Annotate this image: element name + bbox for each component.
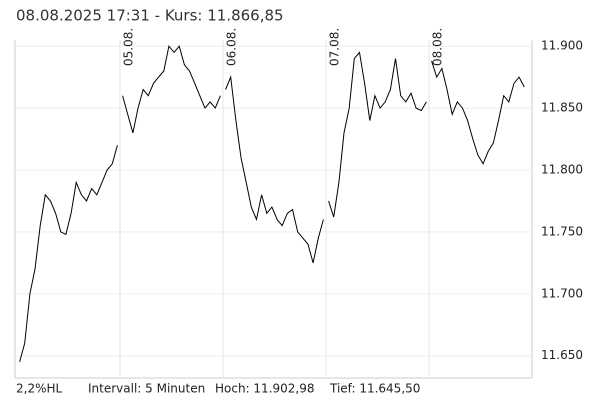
footer-text: Intervall: 5 Minuten <box>88 382 205 396</box>
day-label: 06.08. <box>225 28 239 66</box>
y-tick-label: 11.750 <box>541 224 583 238</box>
day-label: 07.08. <box>328 28 342 66</box>
price-line <box>19 145 118 363</box>
y-tick-label: 11.900 <box>541 39 583 53</box>
day-label: 05.08. <box>122 28 136 66</box>
price-line <box>328 51 427 218</box>
price-line <box>225 75 324 264</box>
footer-text: Tief: 11.645,50 <box>329 382 420 396</box>
day-label: 08.08. <box>431 28 445 66</box>
y-tick-label: 11.850 <box>541 101 583 115</box>
footer-text: 2,2%HL <box>16 382 63 396</box>
footer-text: Hoch: 11.902,98 <box>215 382 315 396</box>
y-tick-label: 11.800 <box>541 163 583 177</box>
chart-title: 08.08.2025 17:31 - Kurs: 11.866,85 <box>16 7 284 25</box>
y-tick-label: 11.650 <box>541 348 583 362</box>
y-tick-label: 11.700 <box>541 286 583 300</box>
price-line <box>431 60 525 165</box>
price-line <box>122 45 221 134</box>
